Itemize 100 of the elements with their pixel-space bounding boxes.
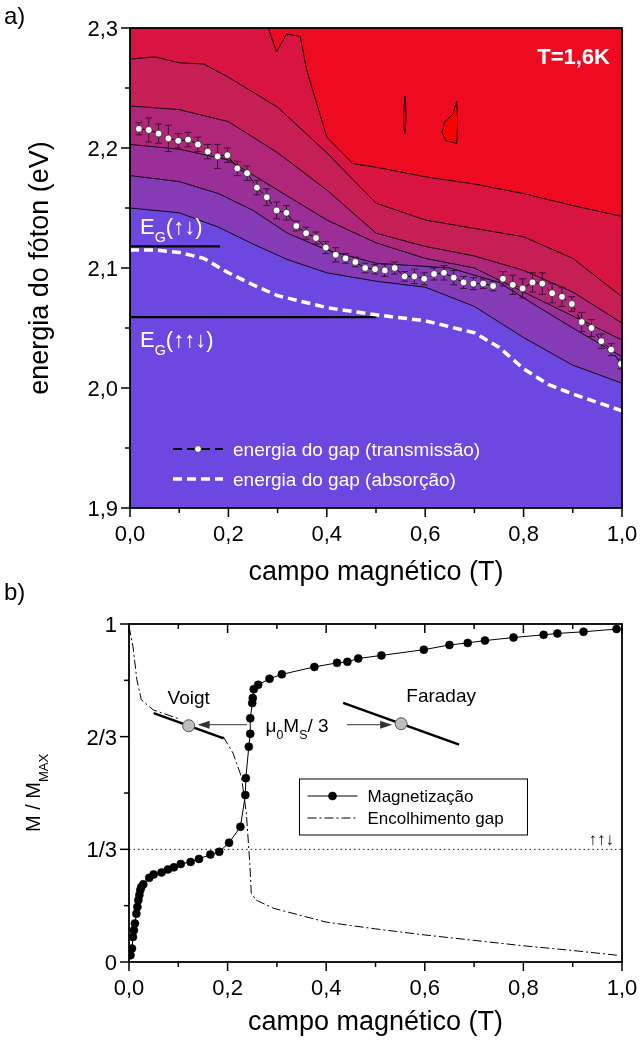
x-tick-label: 0,0	[114, 521, 146, 546]
point	[440, 269, 448, 277]
point	[332, 658, 342, 668]
point	[253, 183, 261, 192]
point	[263, 193, 271, 201]
point	[253, 680, 263, 690]
point	[518, 284, 527, 293]
point	[377, 651, 386, 660]
y-tick-label: 0	[104, 950, 117, 975]
x-tick-label: 0,2	[213, 521, 244, 546]
point	[236, 822, 245, 832]
point	[132, 909, 141, 918]
point	[233, 164, 241, 173]
point	[558, 293, 566, 301]
point	[509, 281, 517, 289]
legend-label: energia do gap (transmissão)	[233, 438, 481, 460]
point	[282, 209, 291, 217]
point	[206, 850, 215, 859]
point	[539, 630, 548, 640]
point	[245, 714, 255, 723]
point	[204, 147, 212, 156]
ref-line-label: ↑↑↓	[588, 830, 614, 850]
legend-label: energia do gap (absorção)	[233, 468, 456, 490]
y-tick-label: 2/3	[86, 724, 117, 750]
point	[194, 854, 204, 864]
point	[248, 693, 258, 703]
point	[223, 151, 232, 159]
y-tick-label: 2,2	[87, 136, 118, 161]
point	[463, 638, 472, 648]
y-tick-label: 2,1	[87, 256, 118, 281]
point	[245, 729, 255, 739]
annotation: E$_{G}$(↑↑↓)	[140, 327, 214, 359]
y-tick-label: 1	[104, 612, 117, 637]
x-tick-label: 0,8	[508, 975, 539, 1000]
point	[499, 275, 507, 283]
point	[194, 140, 202, 149]
point	[243, 169, 251, 177]
point	[579, 627, 588, 637]
point	[612, 624, 621, 634]
point	[548, 289, 556, 297]
y-tick-label: 1/3	[86, 837, 117, 863]
point	[145, 126, 153, 134]
y-axis-title: energia do fóton (eV)	[24, 141, 54, 395]
point	[129, 944, 137, 953]
chart-title: a)	[4, 2, 26, 29]
point	[241, 773, 251, 783]
point	[224, 838, 234, 847]
point	[184, 135, 192, 144]
x-tick-label: 0,6	[409, 975, 441, 1000]
point	[214, 847, 224, 857]
point	[343, 657, 352, 667]
x-tick-label: 0,4	[310, 975, 342, 1000]
point	[164, 134, 173, 143]
x-tick-label: 0,4	[311, 521, 343, 546]
y-tick-label: 2,0	[87, 376, 118, 401]
point	[480, 636, 490, 645]
point	[353, 654, 363, 663]
point	[244, 742, 254, 751]
annotation: Voigt	[167, 686, 211, 708]
point	[213, 152, 222, 161]
line-series	[130, 248, 622, 413]
point	[154, 129, 163, 138]
point	[538, 279, 546, 288]
annotation: E$_{G}$(↑↓)	[140, 214, 203, 246]
point	[241, 790, 250, 800]
annotation: T=1,6K	[537, 44, 611, 69]
point	[528, 278, 537, 287]
legend-label: Magnetização	[367, 786, 474, 806]
point	[169, 863, 179, 872]
point	[265, 674, 274, 684]
x-tick-label: 1,0	[606, 521, 638, 546]
y-tick-label: 2,3	[87, 16, 118, 41]
x-tick-label: 0,2	[212, 975, 243, 1000]
x-tick-label: 1,0	[606, 975, 638, 1000]
point	[419, 645, 429, 654]
point	[553, 629, 562, 638]
point	[587, 324, 596, 332]
x-tick-label: 0,8	[508, 521, 539, 546]
legend-label: Encolhimento gap	[367, 808, 504, 828]
x-axis-title: campo magnético (T)	[247, 1006, 504, 1036]
annotation: Faraday	[406, 684, 477, 706]
point	[176, 859, 186, 869]
point	[577, 318, 586, 326]
point	[410, 272, 419, 281]
point	[310, 662, 319, 672]
point	[174, 137, 182, 145]
point	[149, 870, 158, 879]
y-tick-label: 1,9	[87, 496, 118, 521]
point	[186, 857, 195, 867]
point	[450, 273, 458, 282]
x-tick-label: 0,6	[409, 521, 441, 546]
chart-title: b)	[4, 578, 26, 605]
point	[277, 670, 287, 679]
annotation: μ$_{0}$M$_{S}$/ 3	[265, 714, 329, 742]
x-tick-label: 0,0	[113, 975, 145, 1000]
point	[331, 251, 340, 259]
point	[568, 300, 576, 308]
point	[597, 337, 606, 345]
point	[130, 919, 140, 928]
point	[445, 640, 454, 650]
